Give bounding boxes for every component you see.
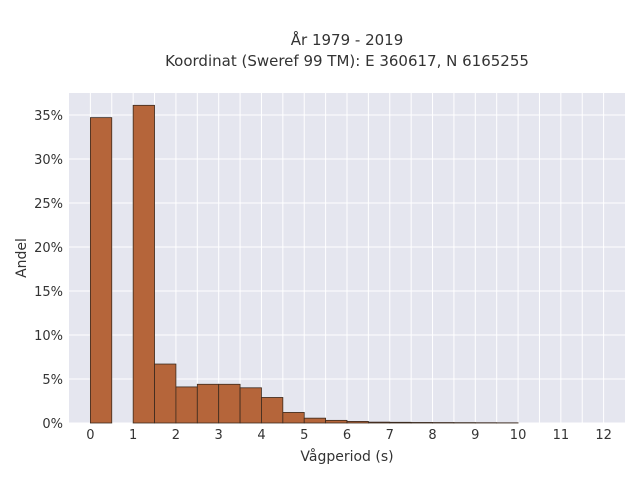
grid-lines: [69, 93, 625, 424]
y-tick-label: 10%: [34, 329, 63, 344]
histogram-bar: [410, 422, 433, 424]
x-tick-label: 0: [86, 428, 94, 443]
histogram-bar: [303, 417, 327, 424]
x-tick-label: 10: [510, 428, 527, 443]
y-axis-ticks: 0% 5% 10% 15% 20% 25% 30% 35%: [34, 109, 63, 432]
x-tick-label: 1: [129, 428, 137, 443]
x-axis-title: Vågperiod (s): [300, 448, 393, 465]
y-tick-label: 20%: [34, 241, 63, 256]
x-tick-label: 4: [257, 428, 265, 443]
y-tick-label: 5%: [42, 373, 63, 388]
y-tick-label: 25%: [34, 197, 63, 212]
histogram-bar: [239, 387, 262, 424]
x-tick-label: 2: [172, 428, 180, 443]
histogram-bar: [175, 386, 198, 424]
y-tick-label: 30%: [34, 153, 63, 168]
histogram-bar: [367, 421, 391, 424]
x-tick-label: 12: [595, 428, 612, 443]
histogram-bar: [154, 363, 177, 424]
x-tick-label: 5: [300, 428, 308, 443]
bars: [89, 104, 519, 424]
x-tick-label: 9: [471, 428, 479, 443]
histogram-bar: [132, 104, 155, 424]
histogram-bar: [218, 383, 241, 424]
histogram-bar: [346, 421, 369, 424]
x-tick-label: 8: [428, 428, 436, 443]
y-tick-label: 0%: [42, 417, 63, 432]
chart-title-line-1: År 1979 - 2019: [291, 30, 404, 49]
histogram-bar: [89, 117, 113, 424]
y-tick-label: 35%: [34, 109, 63, 124]
x-tick-label: 7: [386, 428, 394, 443]
x-tick-label: 6: [343, 428, 351, 443]
y-tick-label: 15%: [34, 285, 63, 300]
histogram-bar: [261, 397, 284, 424]
y-axis-title: Andel: [14, 238, 30, 278]
histogram-bar: [325, 419, 348, 424]
histogram-bar: [282, 412, 305, 424]
histogram-bar: [196, 383, 220, 424]
histogram-bar: [389, 421, 412, 424]
chart-title-line-2: Koordinat (Sweref 99 TM): E 360617, N 61…: [165, 52, 529, 70]
x-axis-ticks: 0 1 2 3 4 5 6 7 8 9 10 11 12: [86, 428, 612, 443]
x-tick-label: 3: [215, 428, 223, 443]
x-tick-label: 11: [553, 428, 570, 443]
